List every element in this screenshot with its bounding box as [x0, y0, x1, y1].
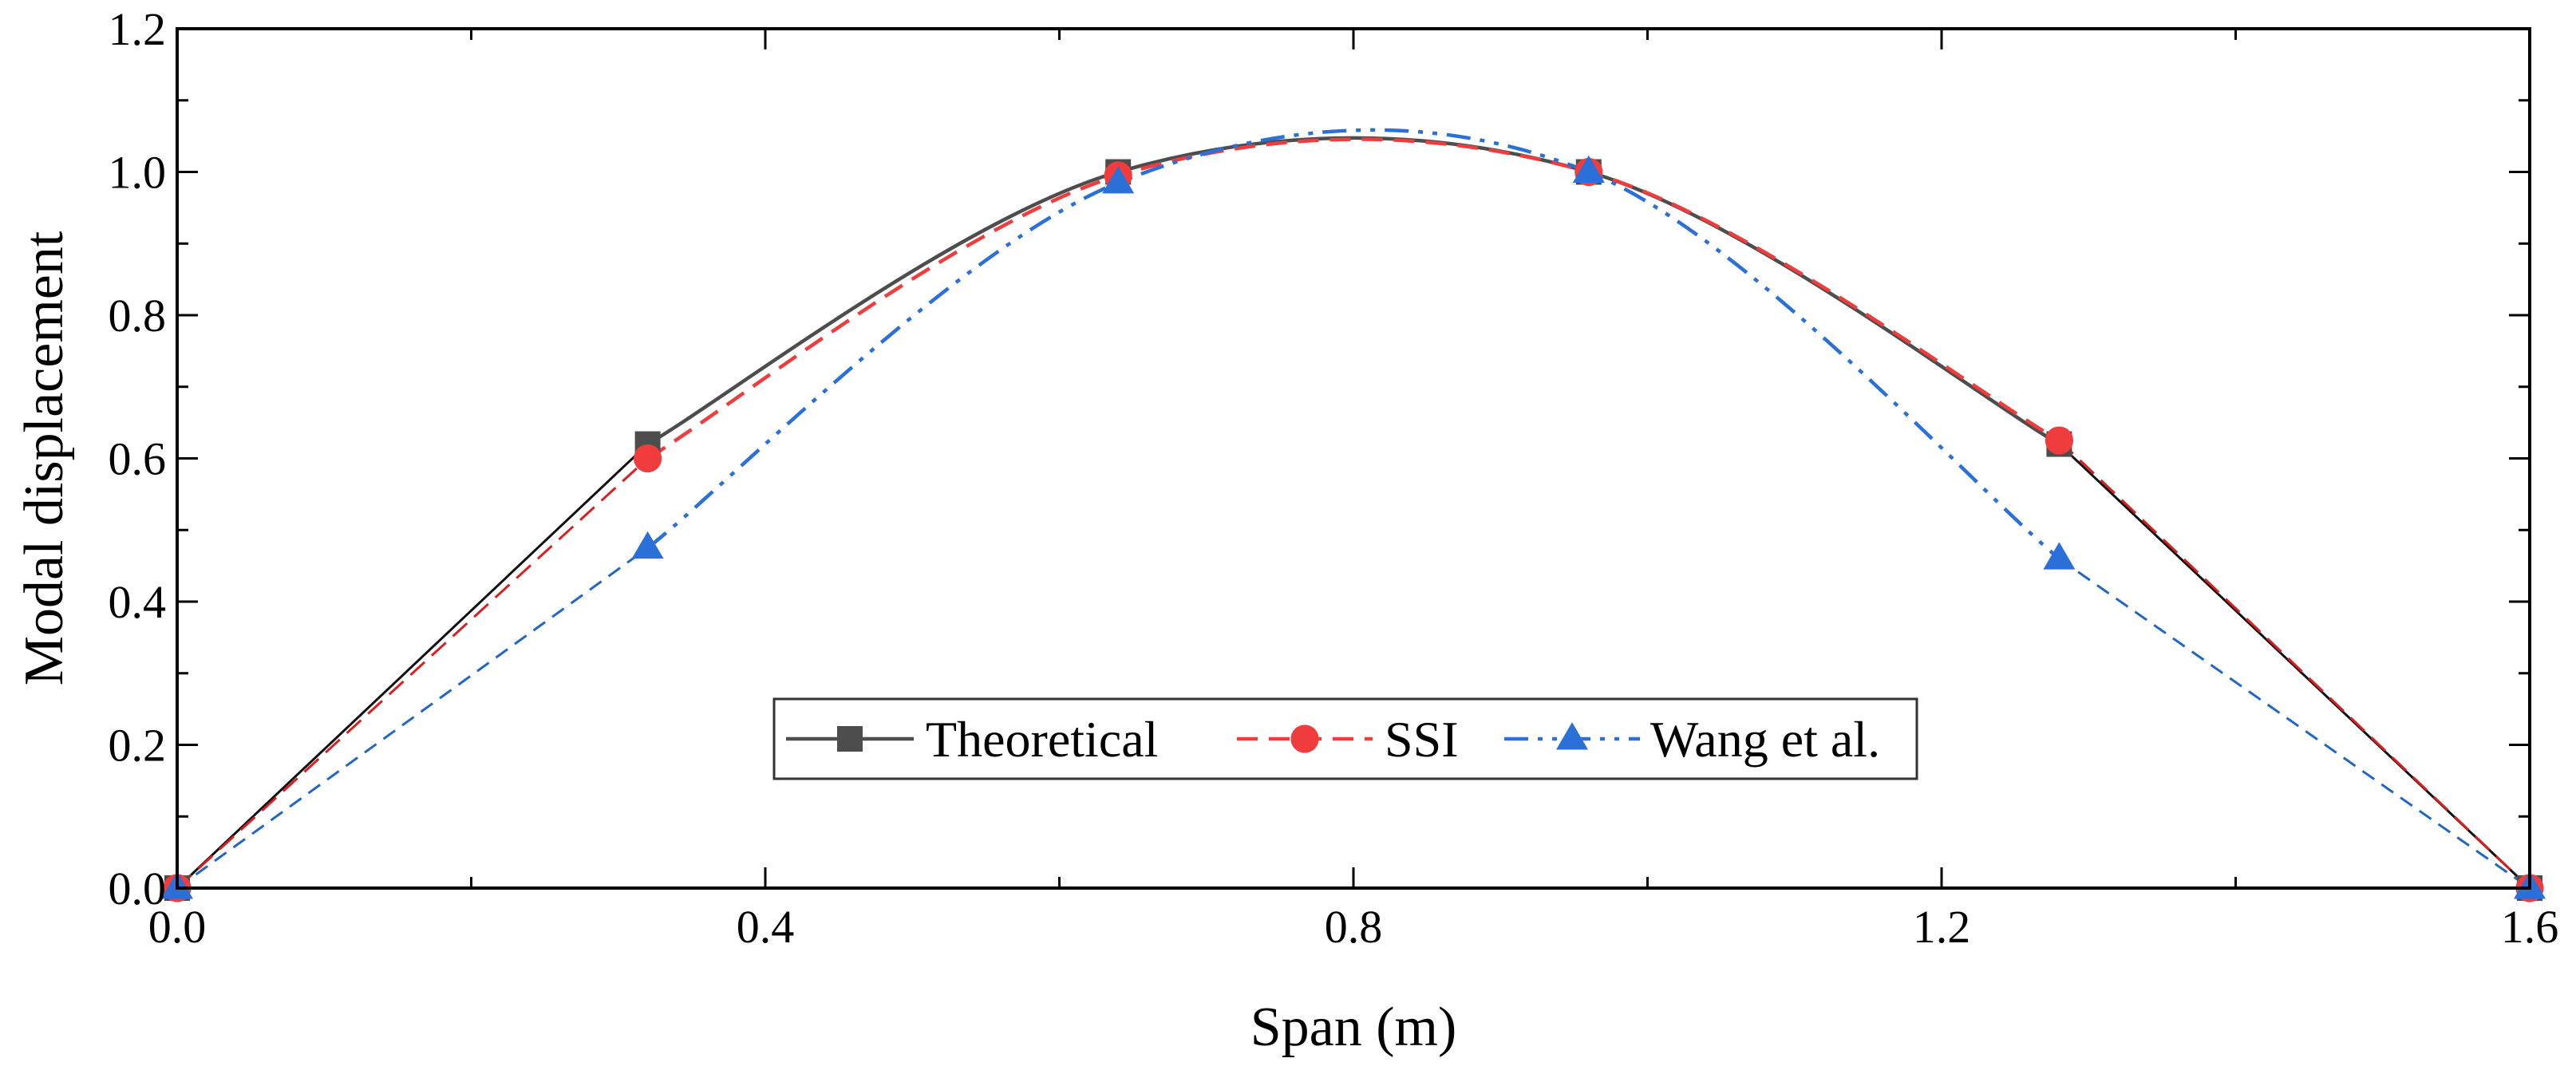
plot-frame [176, 27, 2531, 890]
series-2-outer-segment [176, 547, 649, 890]
tick-labels: 0.0 0.4 0.8 1.2 1.6 0.0 0.2 0.4 0.6 0.8 1.0 1.2 [109, 3, 2559, 953]
series-0-outer-segment [176, 443, 649, 890]
series-curves [176, 128, 2531, 890]
x-tick-label: 1.2 [1913, 901, 1971, 953]
legend: Theoretical SSI Wang et al. [772, 697, 1918, 780]
series-2-point [1572, 155, 1605, 183]
series-0-outer-segment [2058, 443, 2531, 890]
series-1-outer-segment [176, 457, 649, 890]
legend-marker-1 [1290, 725, 1319, 753]
series-markers [161, 155, 2546, 902]
legend-label-2: Wang et al. [1650, 711, 1880, 768]
y-tick-label: 0.8 [109, 290, 167, 342]
y-axis-label: Modal displacement [14, 231, 75, 685]
y-tick-label: 0.6 [109, 433, 167, 485]
x-tick-label: 0.4 [737, 901, 795, 953]
series-2-point [2043, 542, 2076, 570]
legend-label-1: SSI [1385, 711, 1459, 768]
y-tick-label: 0.0 [109, 863, 167, 914]
x-tick-label: 0.0 [148, 901, 207, 953]
y-tick-label: 0.2 [109, 720, 167, 772]
series-2-line [646, 128, 2060, 560]
series-1-line [646, 137, 2060, 460]
x-tick-label: 1.6 [2501, 901, 2559, 953]
y-tick-label: 0.4 [109, 576, 167, 628]
series-2-point [631, 531, 664, 559]
series-0-line [646, 136, 2060, 446]
series-1-point [2045, 426, 2073, 455]
x-axis-label: Span (m) [1250, 997, 1457, 1058]
series-1-point [634, 444, 662, 473]
series-2-outer-segment [2058, 557, 2531, 890]
x-tick-label: 0.8 [1325, 901, 1383, 953]
legend-marker-2 [1556, 722, 1588, 750]
series-1-outer-segment [2058, 439, 2531, 890]
legend-marker-0 [837, 726, 863, 752]
y-tick-label: 1.2 [109, 3, 167, 55]
y-tick-label: 1.0 [109, 147, 167, 199]
legend-label-0: Theoretical [926, 711, 1158, 768]
series-2-point [1102, 166, 1135, 194]
